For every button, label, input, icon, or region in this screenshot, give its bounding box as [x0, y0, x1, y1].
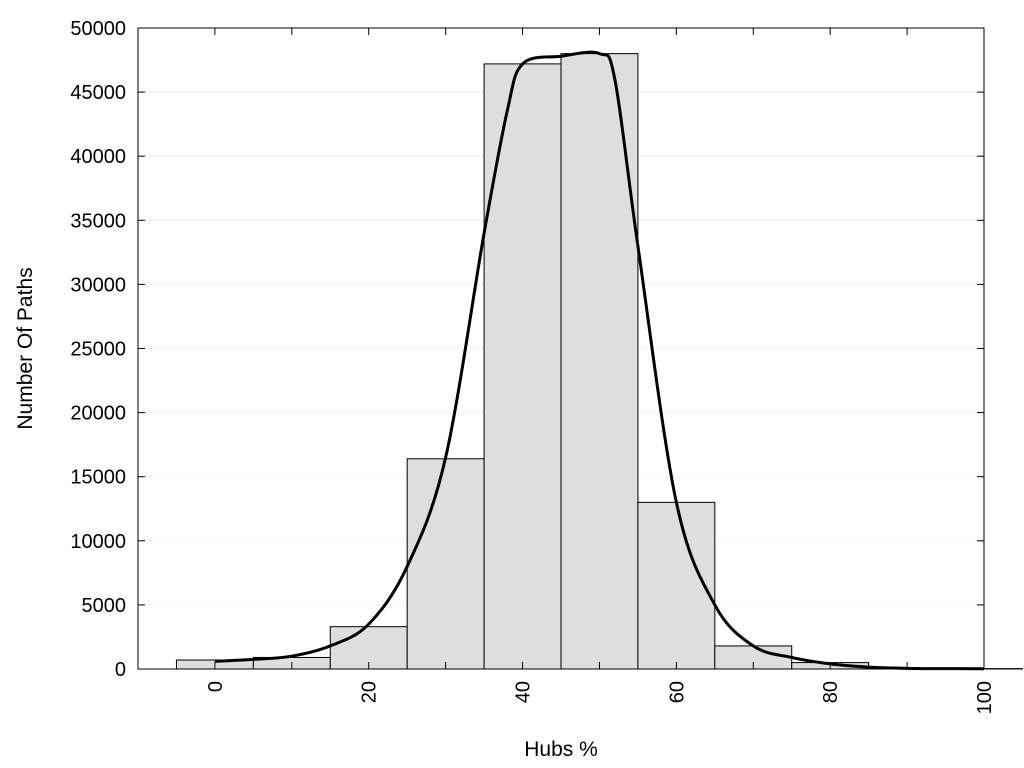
x-tick-label: 60	[666, 681, 688, 703]
y-axis-label: Number Of Paths	[14, 267, 37, 429]
histogram-bar	[483, 63, 562, 670]
histogram-bar	[560, 53, 639, 670]
x-tick-label: 100	[974, 681, 996, 714]
y-tick-label: 5000	[82, 595, 127, 617]
x-tick-label: 80	[820, 681, 842, 703]
x-tick-label: 20	[359, 681, 381, 703]
y-tick-label: 50000	[70, 18, 126, 40]
x-tick-labels: 0 20 40 60 80 100	[205, 681, 996, 714]
y-tick-labels: 0 5000 10000 15000 20000 25000 30000 35000 40000…	[70, 18, 126, 681]
fit-curve	[214, 50, 985, 671]
y-tick-label: 40000	[70, 146, 126, 168]
histogram-bars	[175, 53, 1023, 670]
y-tick-label: 25000	[70, 339, 126, 361]
fit-curve-layer	[214, 50, 985, 671]
x-tick-label: 40	[513, 681, 535, 703]
y-tick-label: 30000	[70, 274, 126, 296]
histogram-bar	[406, 458, 485, 670]
y-tick-label: 15000	[70, 467, 126, 489]
y-tick-label: 0	[115, 659, 126, 681]
y-tick-label: 20000	[70, 403, 126, 425]
x-axis-label: Hubs %	[524, 738, 598, 761]
x-tick-label: 0	[205, 681, 227, 692]
y-tick-label: 10000	[70, 531, 126, 553]
grid-lines	[138, 91, 984, 606]
y-tick-label: 45000	[70, 82, 126, 104]
axis-ticks	[138, 27, 985, 670]
y-tick-label: 35000	[70, 210, 126, 232]
